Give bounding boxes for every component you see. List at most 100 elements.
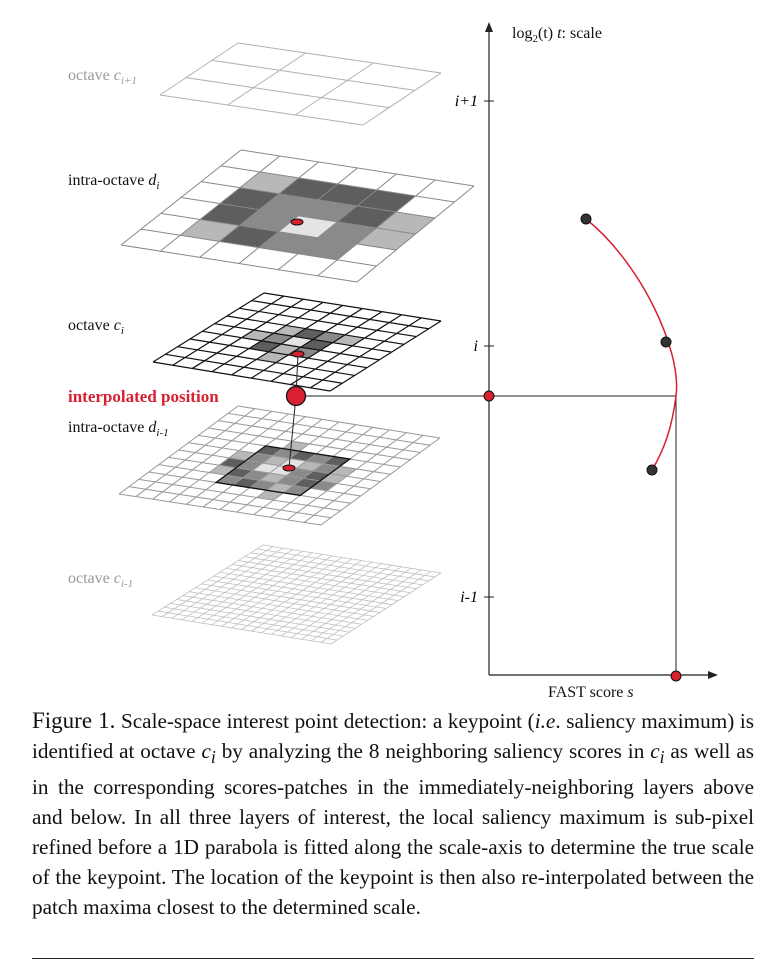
caption-text: by analyzing the 8 neighboring saliency … [215,739,651,763]
caption-text: . saliency maximum) is identified at oct… [32,709,754,763]
grid-line [152,292,265,363]
grid-intra-octave-d-i [120,149,475,283]
scale-parabola [585,218,678,471]
patch-maximum-c-i [291,350,305,358]
grid-octave-c-i+1 [159,42,442,126]
layer-label-d-i: intra-octave di [68,172,159,192]
grid-line [189,338,368,369]
patch-maximum-d-i [290,218,304,226]
grid-cell [180,219,240,242]
grid-cell [219,225,279,248]
caption-emphasis: i.e [534,709,556,733]
grid-line [138,478,341,511]
grid-line [263,292,442,322]
grid-line [310,317,422,389]
y-tick-label: i [474,338,478,355]
scale-space-figure: octave ci+1 intra-octave di octave ci in… [68,22,718,700]
figure-caption: Figure 1. Scale-space interest point det… [32,706,754,922]
grid-cell [258,231,318,254]
grid-cell [259,193,318,216]
layer-label-d-i-1: intra-octave di-1 [68,419,169,439]
grid-line [214,323,392,353]
grid-cell [337,205,396,228]
caption-math-sub: i [210,747,216,768]
axis-intersection-point [483,390,495,402]
grid-line [202,330,380,361]
grid-line [211,301,324,373]
grid-line [227,52,306,106]
scale-sample-point [580,213,592,225]
y-axis-arrow [485,22,493,32]
y-axis-title: log2(t) t: scale [512,25,602,45]
grid-line [356,185,475,283]
grid-line [152,361,331,392]
grid-cell [317,221,377,244]
grid-line [192,298,304,369]
grid-line [159,94,364,126]
grid-line [239,307,417,338]
figure-number: Figure 1. [32,708,116,733]
grid-line [140,228,377,267]
grid-line [151,614,332,645]
grid-cell [376,211,435,234]
page-divider [32,958,754,959]
grid-line [158,610,338,641]
grid-cell [240,171,299,194]
grid-cell [239,209,299,232]
grid-line [270,311,383,382]
grid-cell [298,199,357,222]
grid-line [226,315,405,345]
patch-outline [214,445,352,497]
grid-line [320,437,441,526]
grid-line [170,602,350,633]
grid-line [231,304,343,376]
scale-sample-point [646,464,658,476]
grid-cell [279,177,338,200]
patch-maximum-d-i-1 [282,464,296,472]
grid-cell [220,187,279,210]
x-axis-arrow [708,671,718,679]
grid-line [211,59,416,91]
grid-line [303,434,424,523]
layer-label-c-i-1: octave ci-1 [68,570,133,590]
grid-intra-octave-d-i-1 [118,405,441,526]
grid-line [165,353,343,384]
connector-interp-to-di-1 [288,395,297,469]
layer-label-c-i+1: octave ci+1 [68,67,137,87]
grid-line [237,42,442,74]
interpolated-position-marker [285,385,307,407]
caption-math: c [201,739,211,763]
caption-text: as well as in the corresponding scores-p… [32,739,754,920]
grid-line [185,77,390,109]
grid-line [120,244,358,283]
caption-math-sub: i [659,747,665,768]
grid-line [362,72,442,126]
grid-line [128,486,331,519]
grid-line [251,308,363,379]
interpolated-position-label: interpolated position [68,387,219,406]
grid-line [290,314,402,386]
grid-line [172,295,284,366]
grid-line [251,300,429,330]
x-axis-score-point [670,670,682,682]
grid-line [310,569,422,642]
grid-cell [357,189,416,212]
grid-line [177,346,355,377]
grid-octave-c-i [152,292,442,392]
grid-line [295,62,374,116]
grid-cell [318,183,377,206]
caption-text: Scale-space interest point detection: a … [115,709,535,733]
grid-line [320,571,432,643]
grid-line [329,320,442,392]
grid-cell [298,237,357,260]
caption-math: c [650,739,660,763]
grid-octave-c-i-1 [151,544,442,645]
grid-line [159,42,239,96]
grid-line [330,572,442,645]
grid-cell [356,227,416,250]
y-tick-label: i+1 [455,93,478,110]
layer-label-c-i: octave ci [68,317,124,337]
grid-line [118,493,322,526]
y-tick-label: i-1 [460,589,478,606]
grid-line [164,606,344,637]
